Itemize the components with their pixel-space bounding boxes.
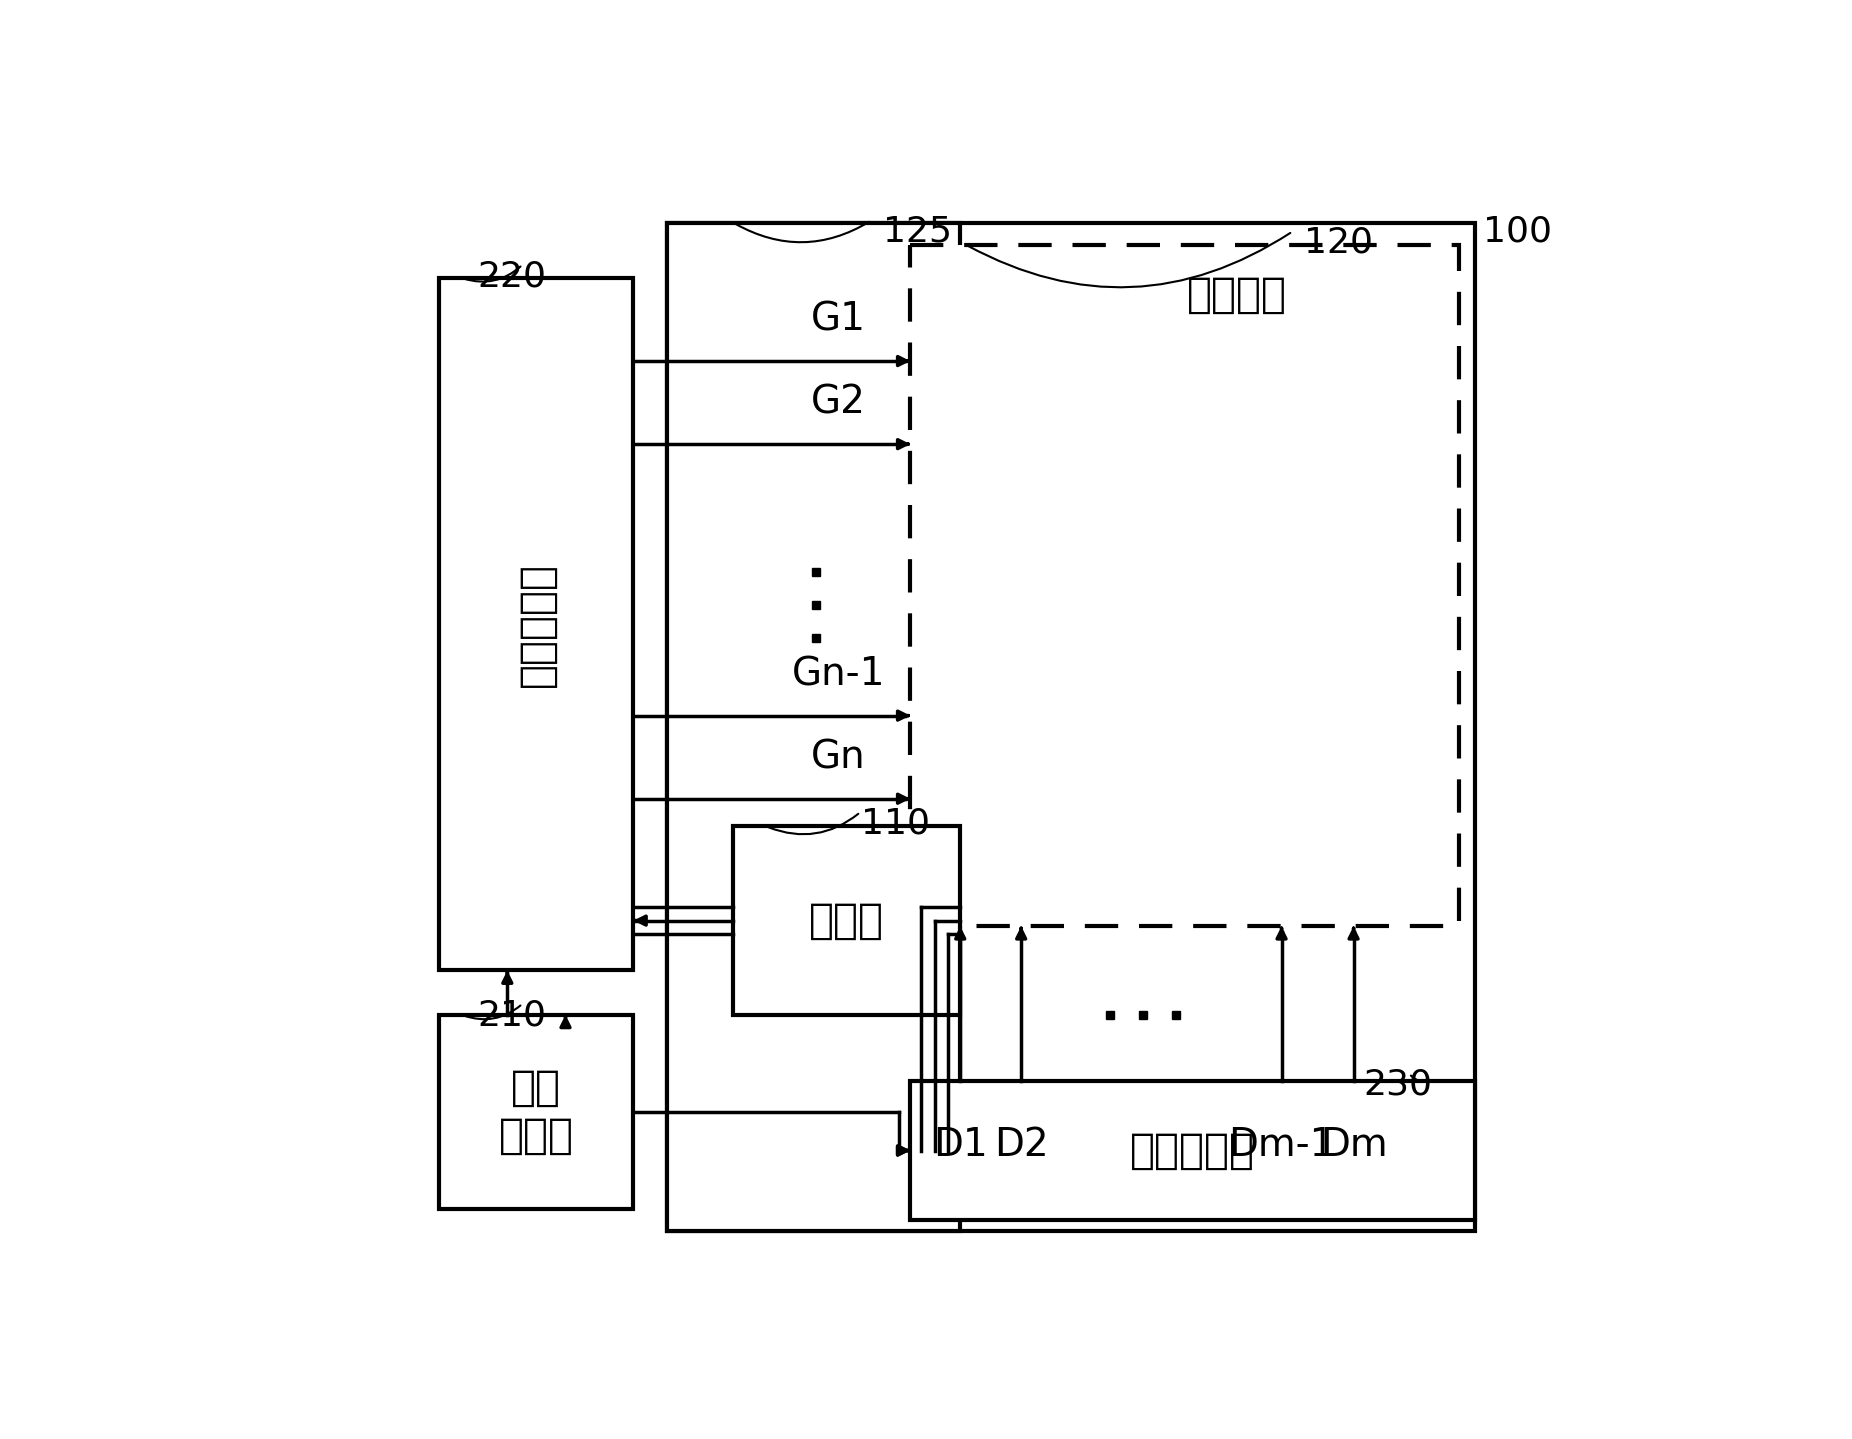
Text: Dm-1: Dm-1 xyxy=(1228,1125,1335,1164)
Bar xyxy=(911,245,1459,927)
Bar xyxy=(439,278,633,970)
Text: 230: 230 xyxy=(1363,1068,1432,1102)
Text: 220: 220 xyxy=(478,259,546,294)
Text: G1: G1 xyxy=(811,301,867,340)
Text: D2: D2 xyxy=(995,1125,1048,1164)
Text: 转压器: 转压器 xyxy=(809,899,883,941)
Text: G2: G2 xyxy=(811,384,865,422)
Text: 时间
控制器: 时间 控制器 xyxy=(498,1066,574,1157)
Text: 栊驱动电路: 栊驱动电路 xyxy=(515,561,557,686)
Text: 210: 210 xyxy=(478,999,546,1032)
Text: 110: 110 xyxy=(861,806,930,840)
Bar xyxy=(733,826,959,1014)
Bar xyxy=(667,223,1476,1230)
Bar xyxy=(911,1081,1476,1220)
Text: Gn: Gn xyxy=(811,738,865,777)
Text: Gn-1: Gn-1 xyxy=(791,655,885,694)
Bar xyxy=(667,223,959,1230)
Text: 120: 120 xyxy=(1304,226,1372,260)
Text: 像素阵列: 像素阵列 xyxy=(1187,273,1287,315)
Text: 源驱动电路: 源驱动电路 xyxy=(1130,1130,1256,1171)
Text: 100: 100 xyxy=(1483,214,1552,249)
Text: D1: D1 xyxy=(933,1125,987,1164)
Bar xyxy=(439,1014,633,1209)
Text: 125: 125 xyxy=(883,214,952,249)
Text: Dm: Dm xyxy=(1320,1125,1387,1164)
